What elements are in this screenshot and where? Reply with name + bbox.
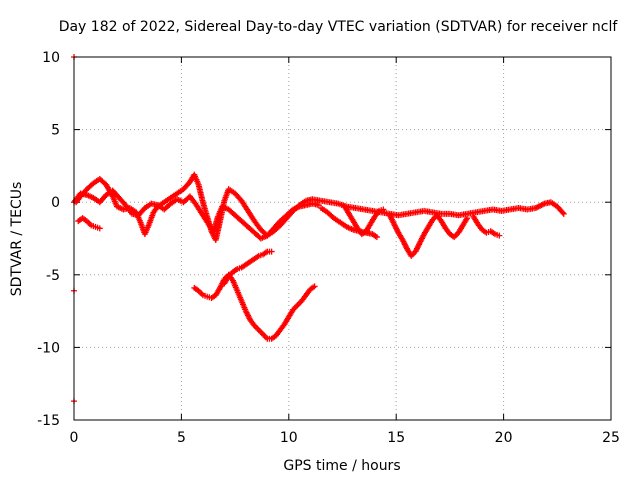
- series-low-arc: [191, 271, 318, 342]
- data-point: [560, 210, 567, 217]
- series-short-segment: [75, 215, 103, 232]
- series-declining-branches: [386, 212, 471, 259]
- x-tick-label: 10: [280, 430, 298, 446]
- x-tick-label: 0: [70, 430, 79, 446]
- y-tick-label: -10: [37, 340, 60, 356]
- x-tick-label: 15: [387, 430, 405, 446]
- grid-layer: [74, 57, 611, 420]
- data-point: [311, 283, 318, 290]
- y-tick-label: 5: [51, 123, 60, 139]
- x-tick-label: 25: [602, 430, 620, 446]
- data-point: [380, 206, 387, 213]
- series-rising-segment: [221, 248, 275, 287]
- series-secondary-track: [71, 187, 322, 242]
- y-tick-label: 0: [51, 195, 60, 211]
- x-tick-label: 5: [177, 430, 186, 446]
- x-tick-label: 20: [495, 430, 513, 446]
- y-axis-label: SDTVAR / TECUs: [9, 182, 25, 297]
- data-point: [464, 215, 471, 222]
- y-tick-label: 10: [42, 50, 60, 66]
- data-point: [96, 225, 103, 232]
- x-axis-label: GPS time / hours: [283, 458, 400, 474]
- series-mid-branch: [341, 203, 387, 238]
- series-tail-branch: [470, 213, 503, 239]
- plot-area-border: [73, 56, 612, 421]
- data-point: [559, 209, 566, 216]
- y-tick-label: -15: [37, 413, 60, 429]
- y-tick-label: -5: [46, 268, 60, 284]
- data-point: [373, 234, 380, 241]
- data-point: [496, 232, 503, 239]
- chart-title: Day 182 of 2022, Sidereal Day-to-day VTE…: [59, 19, 619, 35]
- data-points-layer: [71, 54, 567, 405]
- data-point: [268, 248, 275, 255]
